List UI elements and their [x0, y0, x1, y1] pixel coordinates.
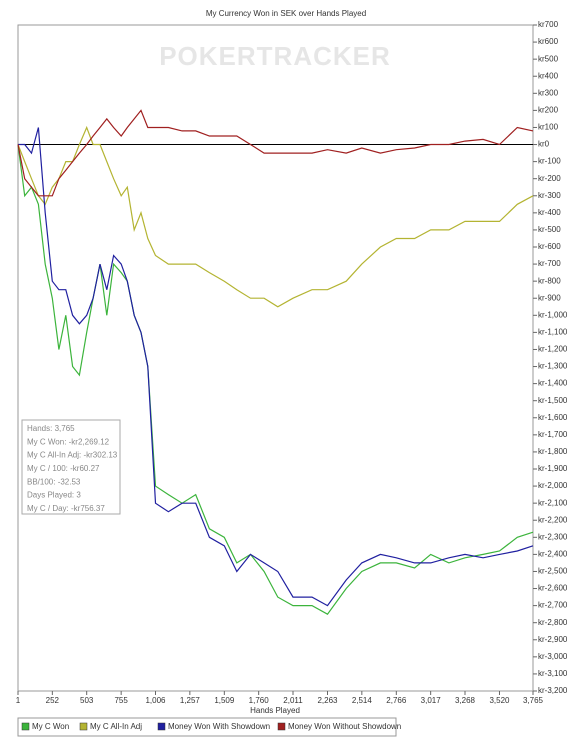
y-tick-label: kr-1,000	[538, 310, 568, 319]
legend-swatch	[277, 722, 286, 731]
series-line	[17, 109, 534, 197]
y-tick-label: kr-500	[538, 225, 561, 234]
legend-swatch	[79, 722, 88, 731]
y-tick-label: kr-1,500	[538, 396, 568, 405]
y-tick-label: kr-2,200	[538, 515, 568, 524]
y-tick-label: kr-1,700	[538, 430, 568, 439]
y-tick-label: kr-1,400	[538, 379, 568, 388]
y-tick-label: kr-2,100	[538, 498, 568, 507]
x-tick-label: 3,765	[523, 696, 544, 705]
series-line	[18, 127, 534, 607]
y-tick-label: kr-300	[538, 191, 561, 200]
x-tick-label: 252	[46, 696, 60, 705]
y-tick-label: kr-2,300	[538, 532, 568, 541]
y-tick-label: kr400	[538, 71, 559, 80]
info-text: My C Won: -kr2,269.12	[27, 437, 110, 446]
y-tick-label: kr-1,900	[538, 464, 568, 473]
y-tick-label: kr700	[538, 20, 559, 29]
x-tick-label: 1,006	[145, 696, 166, 705]
info-text: Hands: 3,765	[27, 424, 75, 433]
x-tick-label: 2,011	[283, 696, 303, 705]
x-tick-label: 1,257	[180, 696, 201, 705]
y-tick-label: kr-2,000	[538, 481, 568, 490]
y-tick-label: kr-2,800	[538, 618, 568, 627]
series-line	[17, 125, 534, 308]
y-tick-label: kr-1,200	[538, 345, 568, 354]
legend-label: My C All-In Adj	[90, 722, 142, 731]
x-tick-label: 1	[16, 696, 21, 705]
y-tick-label: kr-900	[538, 293, 561, 302]
y-tick-label: kr100	[538, 123, 559, 132]
y-tick-label: kr-700	[538, 259, 561, 268]
x-axis-label: Hands Played	[250, 706, 300, 715]
legend-label: Money Won With Showdown	[168, 722, 270, 731]
y-tick-label: kr500	[538, 54, 559, 63]
x-tick-label: 3,017	[421, 696, 442, 705]
legend-swatch	[21, 722, 30, 731]
y-tick-label: kr-1,300	[538, 362, 568, 371]
watermark: POKERTRACKER	[159, 41, 391, 71]
x-tick-label: 1,509	[214, 696, 235, 705]
y-tick-label: kr-3,100	[538, 669, 568, 678]
x-tick-label: 2,263	[317, 696, 338, 705]
y-tick-label: kr-1,800	[538, 447, 568, 456]
legend-swatch	[157, 722, 166, 731]
info-text: My C All-In Adj: -kr302.13	[27, 451, 118, 460]
y-tick-label: kr-2,700	[538, 601, 568, 610]
info-text: My C / Day: -kr756.37	[27, 504, 105, 513]
y-tick-label: kr-600	[538, 242, 561, 251]
x-tick-label: 2,766	[386, 696, 407, 705]
y-tick-label: kr-2,600	[538, 584, 568, 593]
y-tick-label: kr-200	[538, 174, 561, 183]
y-tick-label: kr-100	[538, 157, 561, 166]
y-tick-label: kr-1,600	[538, 413, 568, 422]
legend-label: Money Won Without Showdown	[288, 722, 401, 731]
y-tick-label: kr-2,500	[538, 567, 568, 576]
y-tick-label: kr-400	[538, 208, 561, 217]
chart-title: My Currency Won in SEK over Hands Played	[206, 9, 366, 18]
x-tick-label: 3,268	[455, 696, 476, 705]
info-text: My C / 100: -kr60.27	[27, 464, 100, 473]
legend-label: My C Won	[32, 722, 69, 731]
y-tick-label: kr-1,100	[538, 327, 568, 336]
y-tick-label: kr-2,900	[538, 635, 568, 644]
plot-frame	[17, 24, 534, 692]
info-text: Days Played: 3	[27, 491, 81, 500]
y-tick-label: kr-3,200	[538, 686, 568, 695]
y-tick-label: kr300	[538, 88, 559, 97]
info-box	[21, 419, 121, 515]
x-tick-label: 3,520	[489, 696, 510, 705]
x-tick-label: 2,514	[352, 696, 373, 705]
y-tick-label: kr0	[538, 140, 550, 149]
y-tick-label: kr600	[538, 37, 559, 46]
y-tick-label: kr200	[538, 105, 559, 114]
x-tick-label: 755	[114, 696, 128, 705]
x-tick-label: 503	[80, 696, 94, 705]
y-tick-label: kr-800	[538, 276, 561, 285]
legend-frame	[17, 717, 397, 737]
info-text: BB/100: -32.53	[27, 477, 81, 486]
x-tick-label: 1,760	[249, 696, 270, 705]
y-tick-label: kr-2,400	[538, 549, 568, 558]
y-tick-label: kr-3,000	[538, 652, 568, 661]
